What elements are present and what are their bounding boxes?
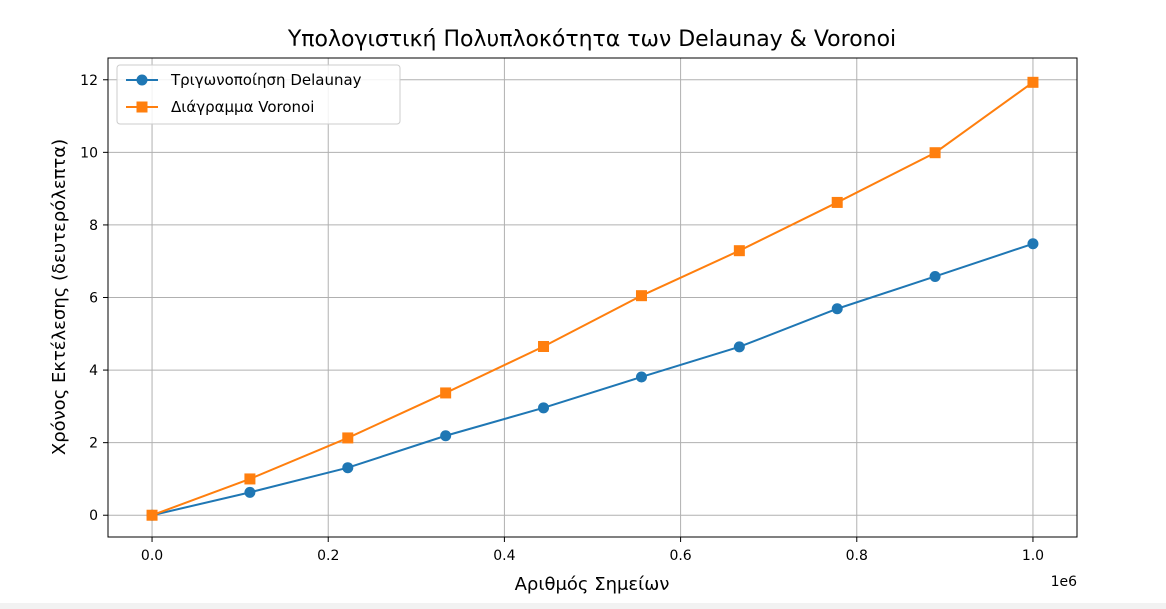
data-point — [440, 430, 452, 442]
chart-title: Υπολογιστική Πολυπλοκότητα των Delaunay … — [287, 27, 896, 52]
legend-marker-delaunay — [136, 74, 148, 86]
y-axis-label: Χρόνος Εκτέλεσης (δευτερόλεπτα) — [49, 139, 70, 455]
y-tick-label: 12 — [80, 73, 98, 89]
x-tick-label: 0.2 — [317, 548, 339, 564]
data-point — [929, 147, 941, 159]
x-axis-label: Αριθμός Σημείων — [515, 574, 670, 595]
data-point — [635, 371, 647, 383]
legend-label-delaunay: Τριγωνοποίηση Delaunay — [170, 71, 362, 89]
data-point — [342, 432, 354, 444]
data-point — [538, 402, 550, 414]
axis-ticks: 0.0 0.2 0.4 0.6 0.8 1.0 0 2 4 6 8 10 12 — [80, 73, 1044, 564]
data-point — [440, 387, 452, 399]
legend: Τριγωνοποίηση Delaunay Διάγραμμα Voronoi — [116, 64, 401, 125]
data-point — [1027, 238, 1039, 250]
legend-box — [116, 64, 401, 125]
x-tick-label: 0.6 — [669, 548, 691, 564]
data-point — [831, 196, 843, 208]
y-tick-label: 0 — [89, 508, 98, 524]
x-tick-label: 0.4 — [493, 548, 515, 564]
x-tick-label: 1.0 — [1022, 548, 1044, 564]
data-point — [733, 245, 745, 257]
series-line — [151, 81, 1034, 517]
y-tick-label: 10 — [80, 145, 98, 161]
series-line — [151, 242, 1034, 517]
legend-entry-voronoi: Διάγραμμα Voronoi — [126, 98, 314, 116]
data-point — [146, 509, 158, 521]
data-point — [635, 290, 647, 302]
y-tick-label: 2 — [89, 436, 98, 452]
x-axis-offset-label: 1e6 — [1051, 574, 1078, 590]
x-tick-label: 0.8 — [846, 548, 868, 564]
series-0 — [146, 238, 1039, 521]
y-tick-label: 4 — [89, 363, 98, 379]
x-tick-label: 0.0 — [141, 548, 163, 564]
data-point — [1027, 76, 1039, 88]
y-tick-label: 6 — [89, 291, 98, 307]
legend-label-voronoi: Διάγραμμα Voronoi — [171, 98, 314, 116]
data-point — [342, 462, 354, 474]
grid-lines — [108, 58, 1077, 537]
y-tick-label: 8 — [89, 218, 98, 234]
data-point — [929, 270, 941, 282]
data-point — [831, 303, 843, 315]
series-layer — [146, 76, 1039, 521]
data-point — [244, 486, 256, 498]
data-point — [733, 341, 745, 353]
bottom-strip — [0, 603, 1166, 609]
series-1 — [146, 76, 1039, 521]
data-point — [538, 340, 550, 352]
data-point — [244, 473, 256, 485]
legend-marker-voronoi — [136, 101, 148, 113]
legend-entry-delaunay: Τριγωνοποίηση Delaunay — [126, 71, 362, 89]
